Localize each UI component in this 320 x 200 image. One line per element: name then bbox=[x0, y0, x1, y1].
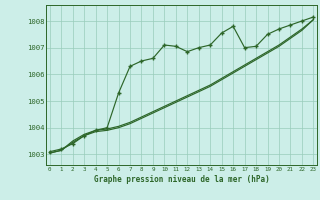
X-axis label: Graphe pression niveau de la mer (hPa): Graphe pression niveau de la mer (hPa) bbox=[94, 175, 269, 184]
